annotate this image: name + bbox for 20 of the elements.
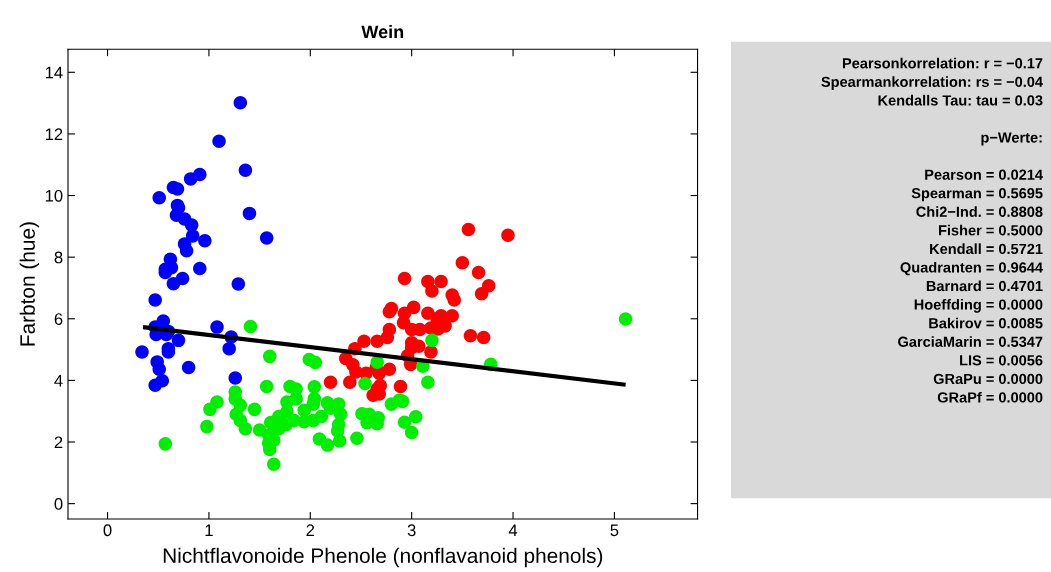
- y-tick-label: 6: [54, 313, 63, 325]
- text: Pearsonkorrelation: r = −0.17 Spearmankorrelation: rs = −0.04 Kendalls Tau: tau = 0.03: [821, 57, 1043, 106]
- y-tick-label: 12: [45, 128, 63, 140]
- x-axis-title: Nichtflavonoide Phenole (nonflavanoid phenols): [163, 547, 603, 568]
- x-tick-label: 3: [407, 524, 416, 537]
- y-tick-label: 4: [54, 374, 63, 387]
- y-tick-label: 10: [45, 189, 63, 202]
- y-axis-title: Farbton (hue): [19, 222, 40, 346]
- y-tick-label: 0: [54, 498, 63, 510]
- text: p−Werte:: [981, 132, 1042, 146]
- x-tick-label: 2: [306, 524, 315, 536]
- y-tick-label: 14: [45, 66, 63, 79]
- chart-title: Wein: [361, 25, 404, 39]
- x-tick-label: 1: [205, 524, 213, 536]
- text: Pearson = 0.0214 Spearman = 0.5695 Chi2−Ind. = 0.8808 Fisher = 0.5000 Kendall = 0.5721 Quadranten = 0.9644 Barnard = 0.4701 Hoeffding = 0.0000 Bakirov = 0.0085 GarciaMarin = 0.5347 LIS = 0.0056 GRaPu = 0.0000 GRaPf = 0.0000: [898, 169, 1043, 403]
- y-tick-label: 8: [54, 251, 63, 264]
- y-tick-label: 2: [54, 436, 63, 449]
- x-tick-label: 5: [610, 524, 619, 537]
- x-tick-label: 0: [103, 524, 112, 537]
- x-tick-label: 4: [508, 524, 518, 536]
